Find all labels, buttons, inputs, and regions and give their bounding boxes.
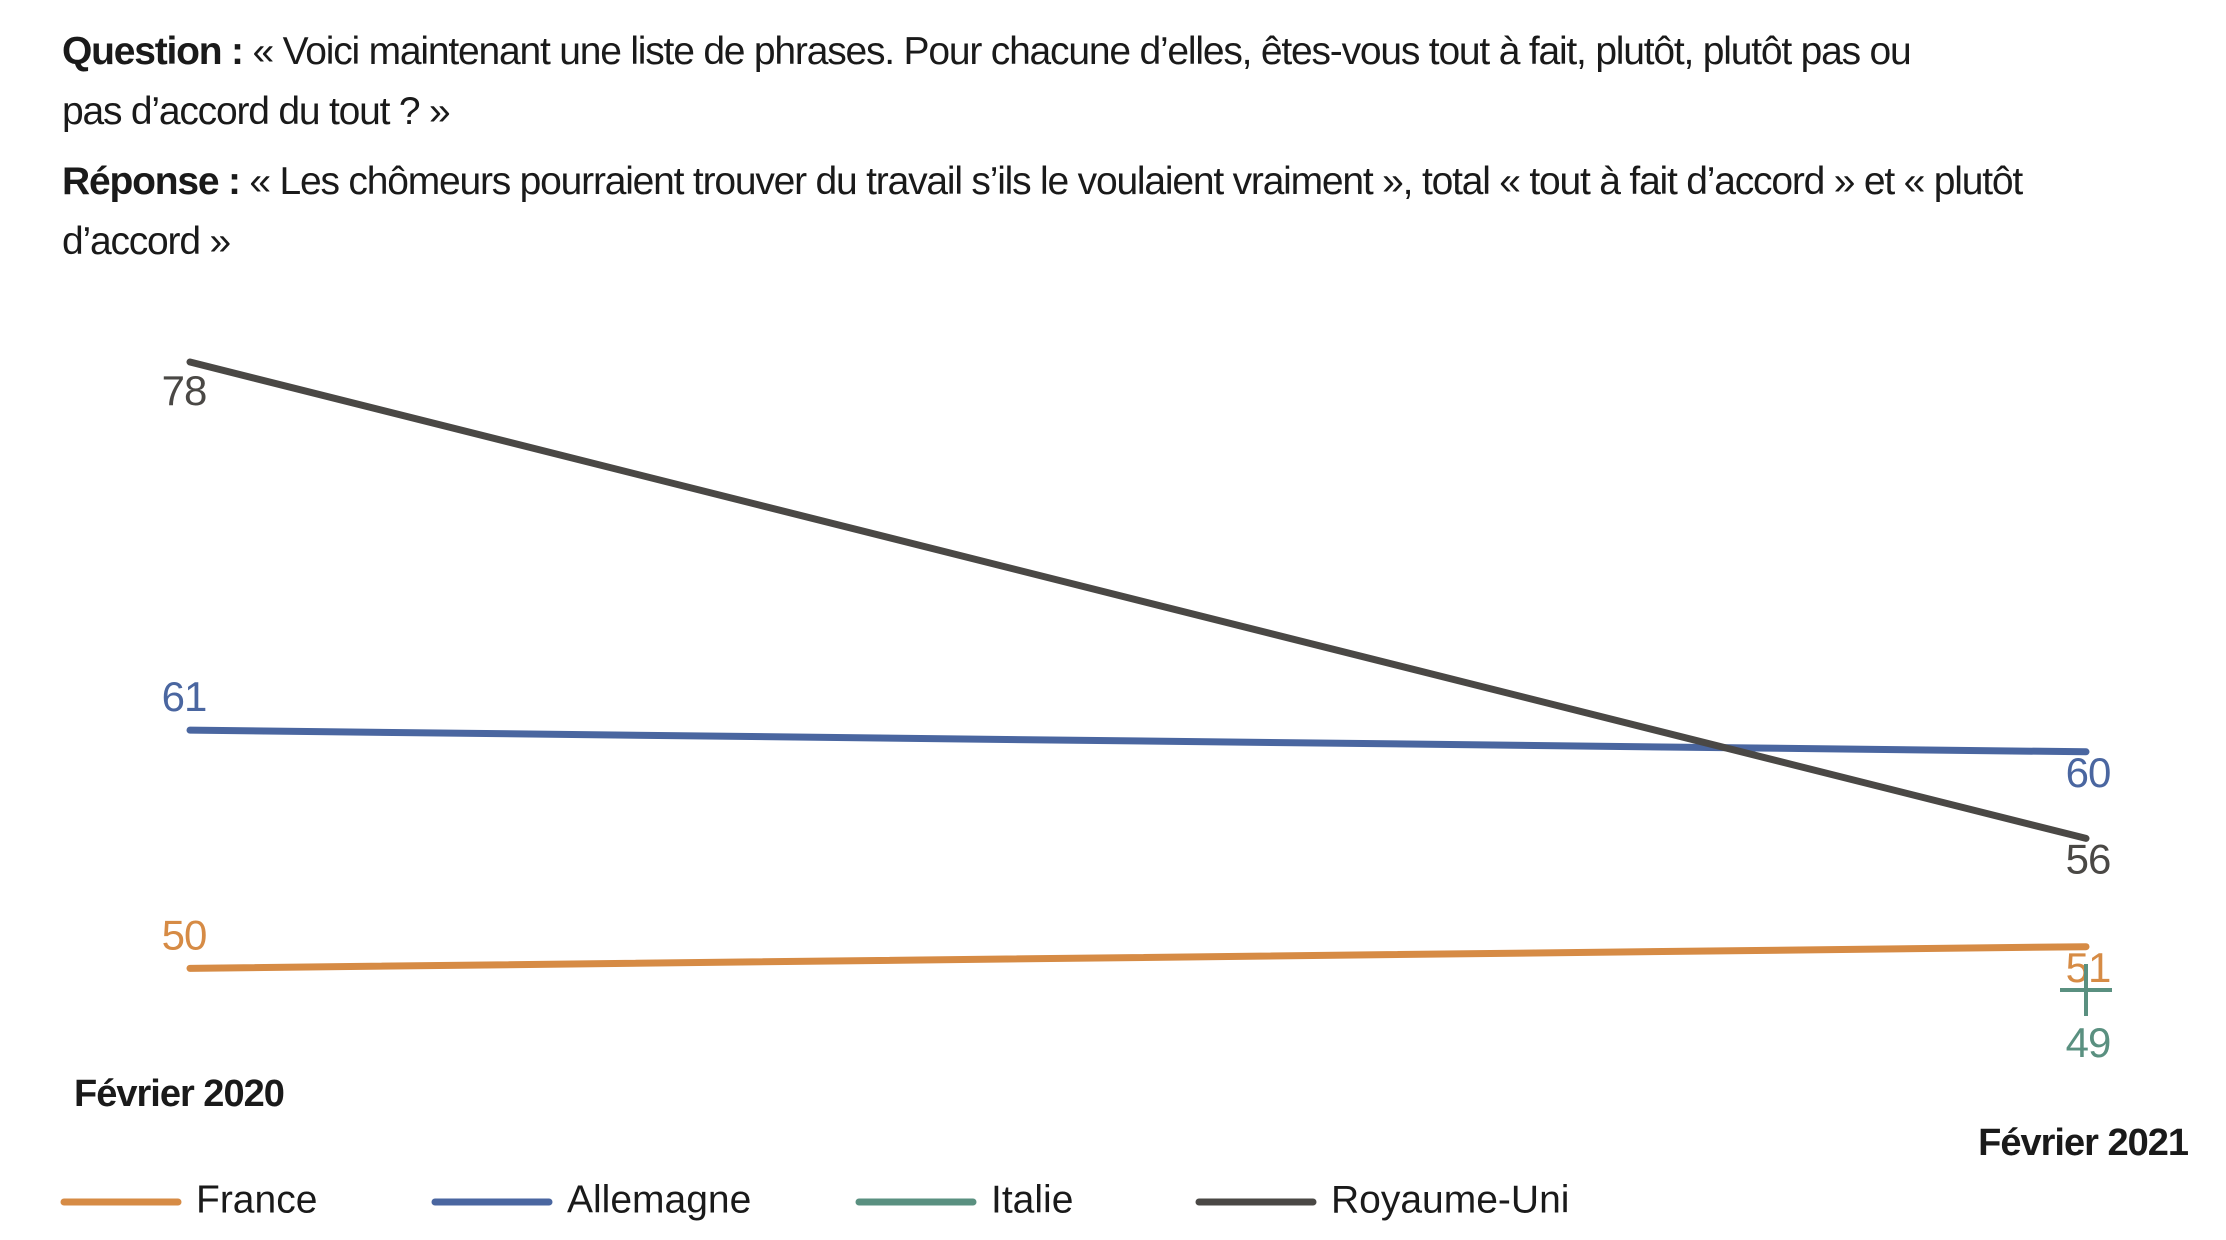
value-label: 56 xyxy=(2066,836,2111,883)
x-label: Février 2021 xyxy=(1978,1122,2189,1164)
value-label: 50 xyxy=(162,911,207,958)
value-label: 60 xyxy=(2066,749,2111,796)
question-label: Question : xyxy=(62,30,244,73)
answer-label: Réponse : xyxy=(62,160,241,203)
legend-label: Italie xyxy=(991,1178,1073,1221)
legend-label: France xyxy=(196,1178,317,1221)
answer-text: « Les chômeurs pourraient trouver du tra… xyxy=(62,160,2023,263)
value-label: 78 xyxy=(162,367,207,414)
answer: Réponse : « Les chômeurs pourraient trou… xyxy=(62,152,2142,272)
question: Question : « Voici maintenant une liste … xyxy=(62,22,1942,142)
value-label: 51 xyxy=(2066,944,2111,991)
legend-label: Allemagne xyxy=(567,1178,751,1221)
x-label: Février 2020 xyxy=(74,1073,284,1115)
legend-label: Royaume-Uni xyxy=(1331,1178,1569,1221)
value-label: 49 xyxy=(2066,1019,2111,1066)
value-label: 61 xyxy=(162,673,207,720)
series-line xyxy=(186,726,2090,756)
point-marker xyxy=(2060,964,2112,1016)
series-line xyxy=(186,358,2090,842)
series-line xyxy=(186,943,2090,972)
question-text: « Voici maintenant une liste de phrases.… xyxy=(62,30,1912,133)
